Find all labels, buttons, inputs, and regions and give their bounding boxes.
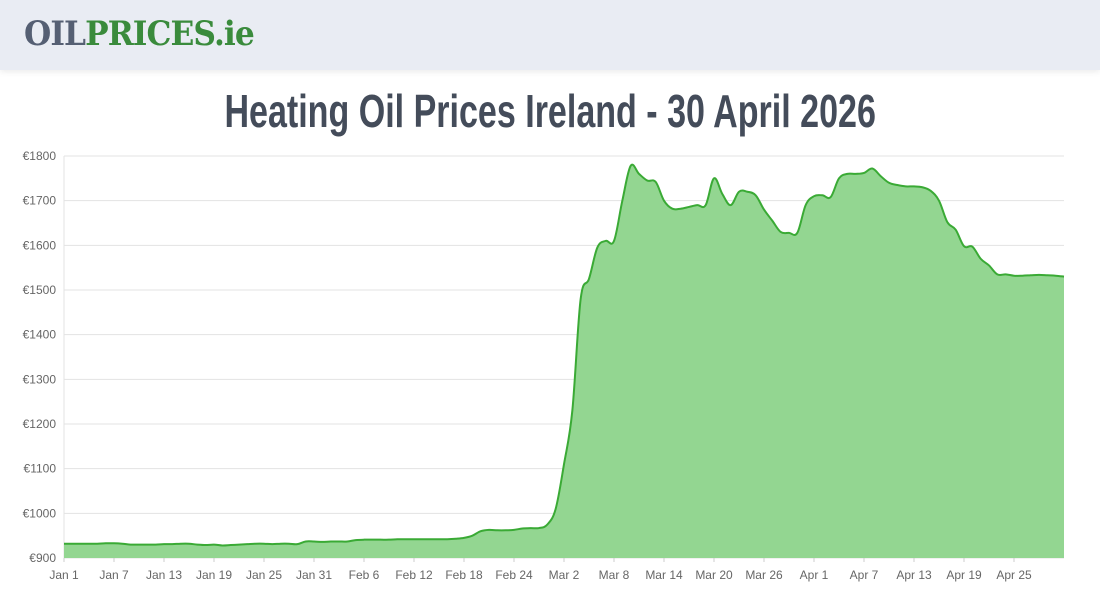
x-tick-label: Mar 14 [645, 568, 683, 582]
y-tick-label: €1300 [23, 372, 57, 386]
logo-text-oil: OIL [24, 14, 86, 54]
x-tick-label: Jan 1 [49, 568, 79, 582]
site-logo[interactable]: OILPRICES.ie [24, 14, 255, 54]
x-tick-label: Apr 19 [946, 568, 982, 582]
x-tick-label: Mar 2 [549, 568, 580, 582]
price-series-line [63, 163, 1065, 547]
x-tick-label: Jan 13 [146, 568, 182, 582]
x-tick-label: Mar 20 [695, 568, 733, 582]
page-title-text: Heating Oil Prices Ireland - 30 April 20… [224, 85, 876, 137]
y-tick-label: €1800 [23, 149, 57, 163]
y-tick-label: €1700 [23, 194, 57, 208]
y-tick-label: €1500 [23, 283, 57, 297]
y-tick-label: €1600 [23, 238, 57, 252]
page-title: Heating Oil Prices Ireland - 30 April 20… [0, 84, 1100, 138]
x-tick-label: Jan 7 [99, 568, 129, 582]
y-tick-label: €1000 [23, 506, 57, 520]
x-tick-label: Jan 25 [246, 568, 282, 582]
x-tick-label: Feb 18 [445, 568, 483, 582]
price-area-fill [64, 164, 1064, 559]
x-tick-label: Feb 24 [495, 568, 533, 582]
x-tick-label: Mar 26 [745, 568, 783, 582]
site-header: OILPRICES.ie [0, 0, 1100, 70]
x-tick-label: Apr 13 [896, 568, 932, 582]
y-tick-label: €1100 [24, 462, 57, 476]
y-tick-label: €1200 [23, 417, 57, 431]
y-tick-label: €1400 [23, 328, 57, 342]
x-tick-label: Jan 31 [296, 568, 332, 582]
y-tick-label: €900 [29, 551, 56, 565]
x-tick-label: Mar 8 [599, 568, 630, 582]
x-tick-label: Apr 7 [850, 568, 879, 582]
x-tick-label: Jan 19 [196, 568, 232, 582]
x-tick-label: Feb 6 [349, 568, 380, 582]
x-tick-label: Feb 12 [395, 568, 433, 582]
x-tick-label: Apr 25 [996, 568, 1032, 582]
logo-text-prices: PRICES.ie [85, 14, 255, 54]
x-tick-label: Apr 1 [800, 568, 829, 582]
